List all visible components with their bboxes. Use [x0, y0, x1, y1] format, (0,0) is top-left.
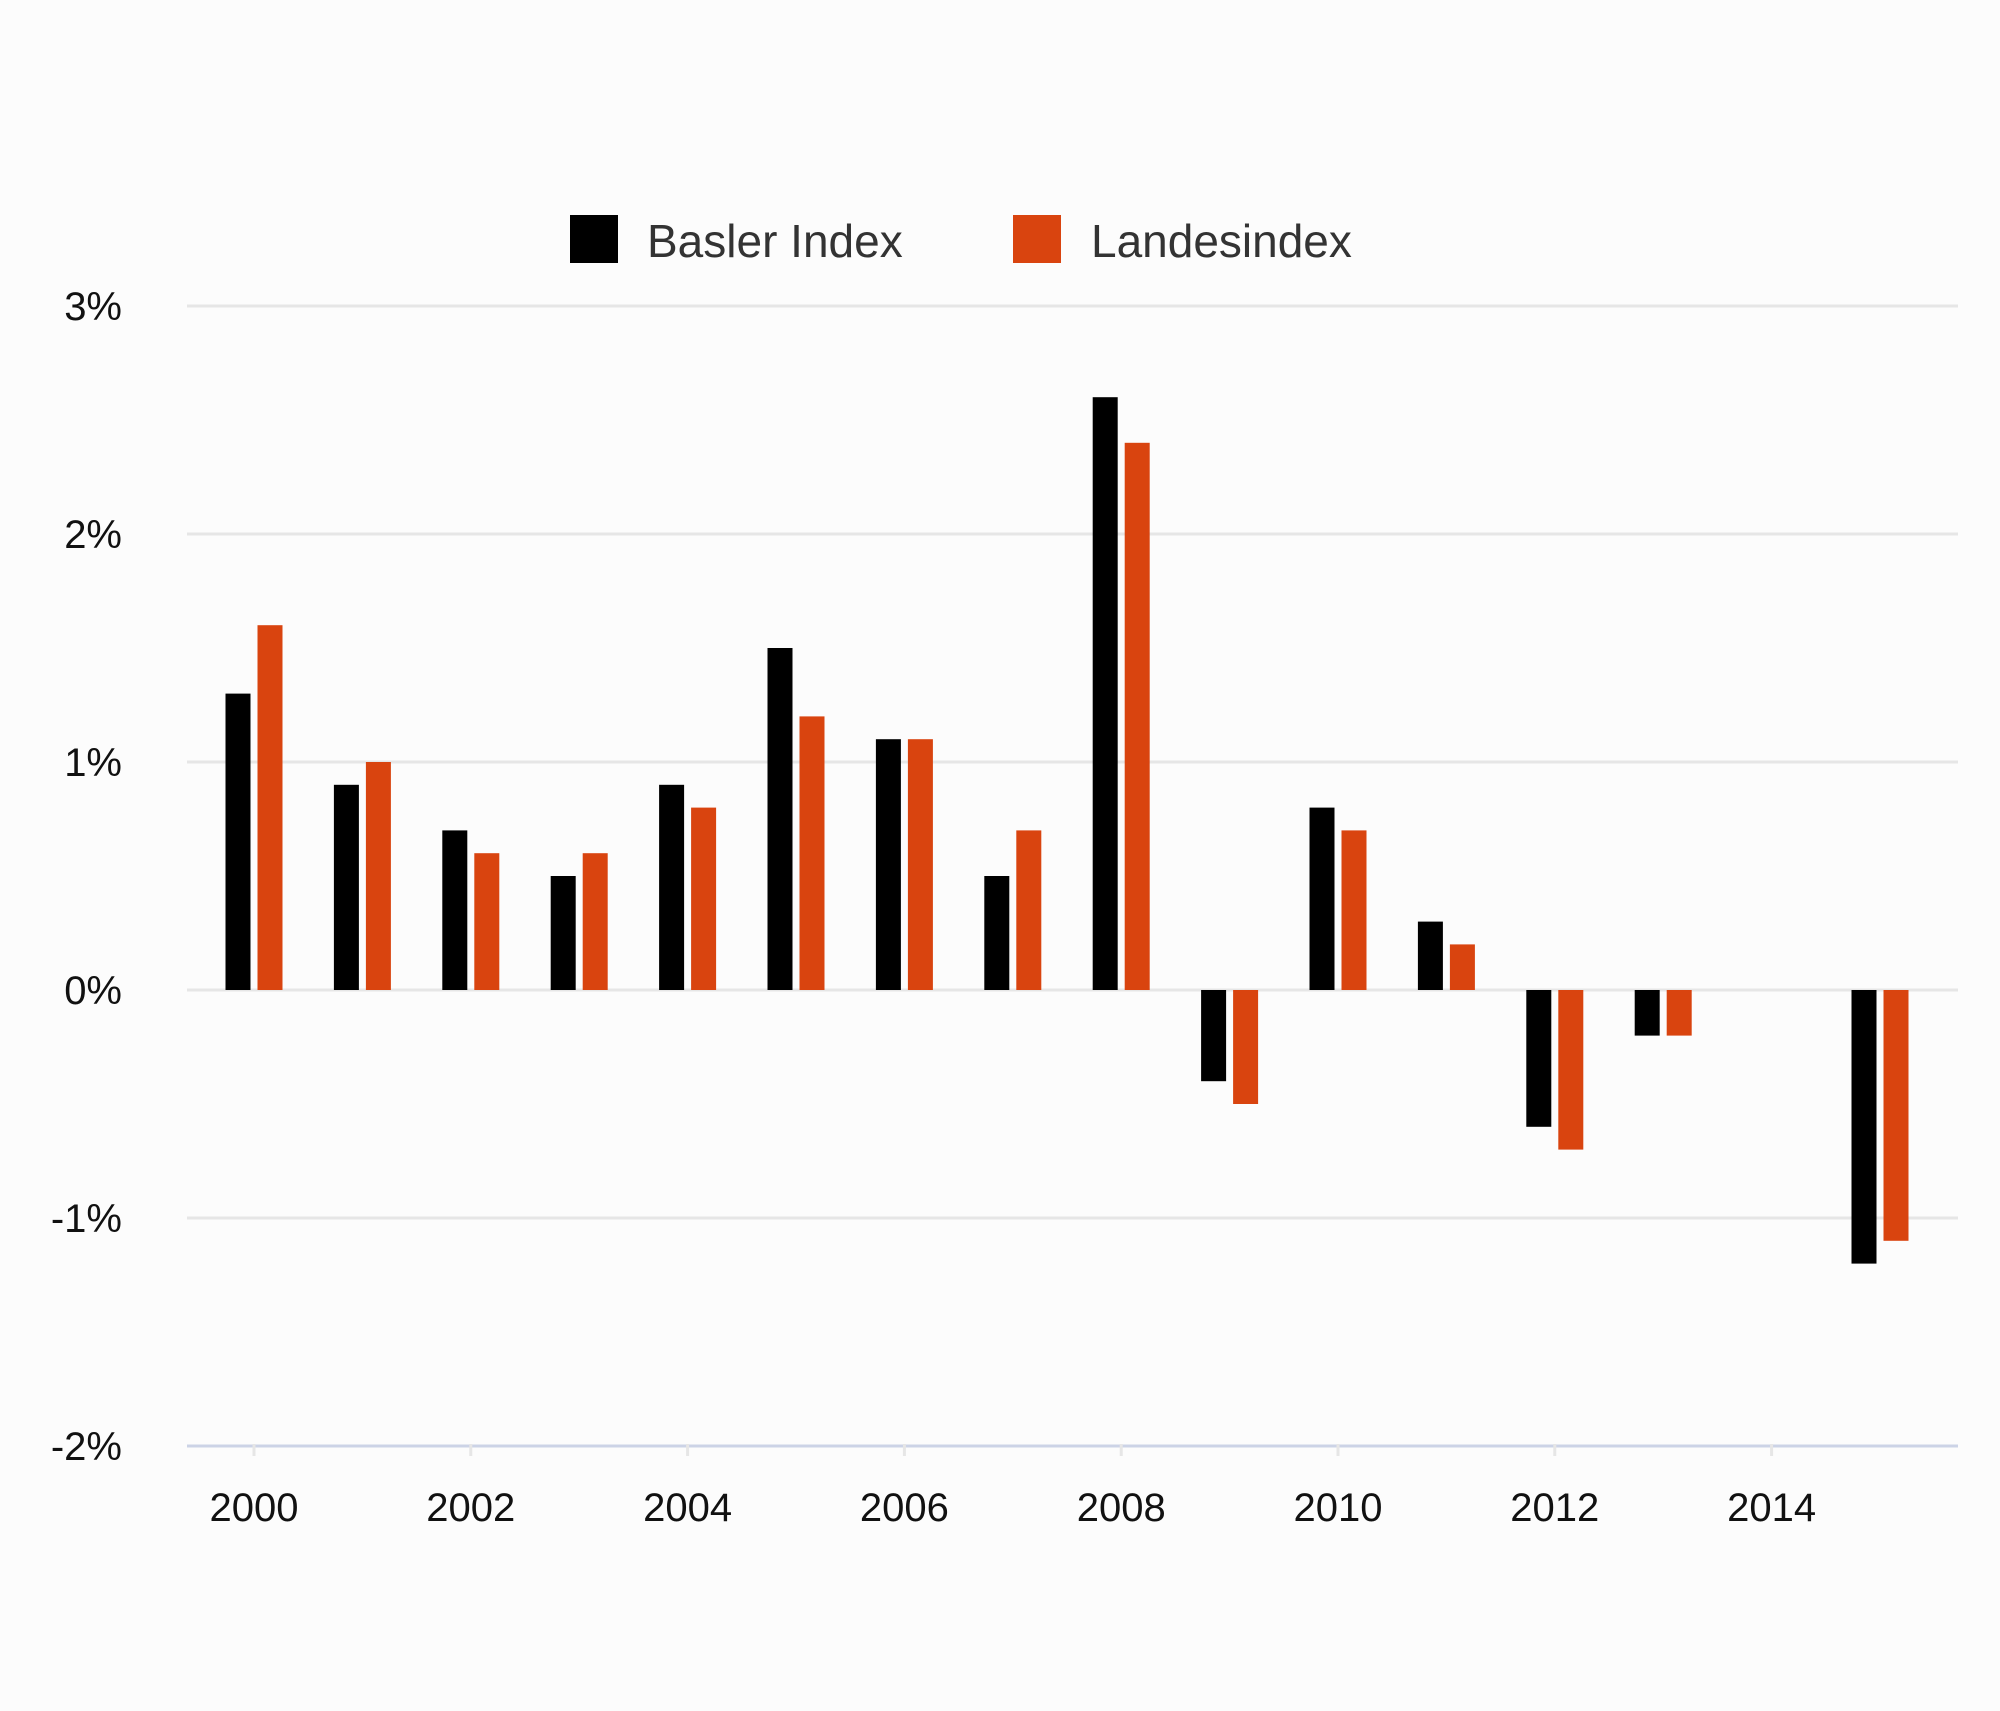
y-axis-ticks: 3% 2% 1% 0% -1% -2%: [51, 285, 122, 1469]
bar-basler-index-2011: [1417, 921, 1443, 990]
bar-basler-index-2000: [225, 693, 251, 990]
y-tick-label: 3%: [64, 285, 122, 329]
legend-swatch-landesindex: [1013, 215, 1061, 263]
bar-landesindex-2010: [1341, 830, 1367, 990]
bar-basler-index-2012: [1526, 990, 1552, 1127]
bar-landesindex-2009: [1233, 990, 1259, 1104]
bar-basler-index-2007: [984, 876, 1010, 990]
bar-basler-index-2015: [1851, 990, 1877, 1264]
bar-landesindex-2012: [1558, 990, 1584, 1150]
bar-basler-index-2013: [1634, 990, 1660, 1036]
x-tick-label: 2008: [1077, 1486, 1166, 1530]
x-tick-label: 2006: [860, 1486, 949, 1530]
bar-basler-index-2004: [659, 784, 685, 990]
bar-landesindex-2005: [799, 716, 825, 990]
bar-landesindex-2003: [582, 853, 608, 990]
bar-basler-index-2001: [333, 784, 359, 990]
bar-landesindex-2007: [1016, 830, 1042, 990]
y-tick-label: -1%: [51, 1197, 122, 1241]
x-tick-label: 2004: [643, 1486, 732, 1530]
bar-landesindex-2008: [1124, 442, 1150, 990]
bars: [225, 397, 1909, 1264]
y-tick-label: -2%: [51, 1425, 122, 1469]
bar-landesindex-2013: [1666, 990, 1692, 1036]
bar-basler-index-2002: [442, 830, 468, 990]
x-axis-ticks: 2000 2002 2004 2006 2008 2010 2012 2014: [210, 1444, 1816, 1530]
bar-landesindex-2006: [907, 739, 933, 990]
legend-label-landesindex: Landesindex: [1091, 215, 1352, 267]
bar-basler-index-2008: [1092, 397, 1118, 990]
y-tick-label: 0%: [64, 969, 122, 1013]
bar-basler-index-2006: [875, 739, 901, 990]
legend-label-basler-index: Basler Index: [647, 215, 903, 267]
bar-basler-index-2009: [1201, 990, 1227, 1082]
x-tick-label: 2002: [426, 1486, 515, 1530]
legend-swatch-basler-index: [570, 215, 618, 263]
bar-landesindex-2011: [1449, 944, 1475, 990]
legend: Basler Index Landesindex: [570, 215, 1352, 267]
x-tick-label: 2000: [210, 1486, 299, 1530]
bar-landesindex-2002: [474, 853, 500, 990]
bar-landesindex-2015: [1883, 990, 1909, 1241]
x-tick-label: 2012: [1510, 1486, 1599, 1530]
x-tick-label: 2014: [1727, 1486, 1816, 1530]
y-tick-label: 1%: [64, 741, 122, 785]
bar-landesindex-2000: [257, 625, 283, 990]
bar-landesindex-2004: [691, 807, 717, 990]
bar-basler-index-2010: [1309, 807, 1335, 990]
x-tick-label: 2010: [1294, 1486, 1383, 1530]
bar-basler-index-2003: [550, 876, 576, 990]
bar-basler-index-2005: [767, 648, 793, 990]
y-tick-label: 2%: [64, 513, 122, 557]
bar-landesindex-2001: [365, 762, 391, 990]
